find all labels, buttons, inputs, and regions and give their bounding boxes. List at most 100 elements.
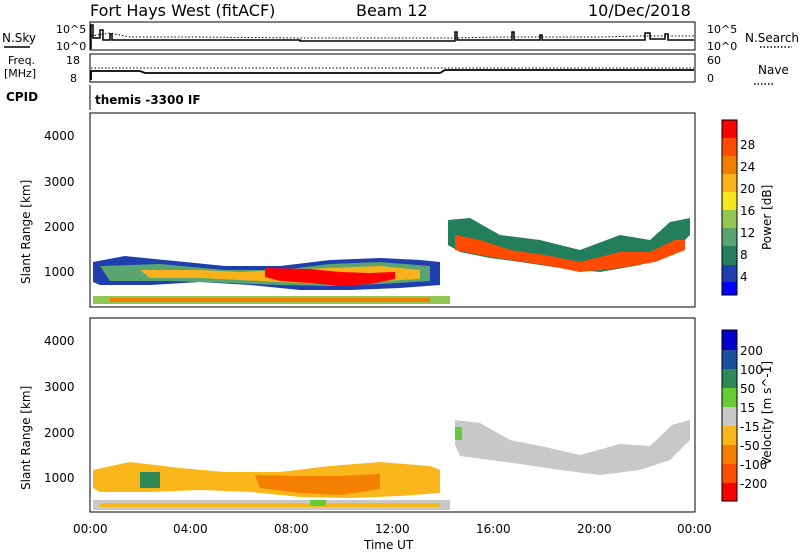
power-cbar-frame [721,119,738,296]
velocity-band-1-core [255,474,380,495]
nave-tick-top: 60 [707,54,721,67]
nave-label: Nave [758,63,789,77]
power-cbar-tick-12: 12 [740,226,755,240]
nsearch-tick-top: 10^5 [707,23,737,36]
freq-strip-frame [89,53,696,83]
freq-tick-bottom: 8 [70,72,77,85]
velocity-cbar-seg-7 [722,350,737,369]
power-cbar-seg-8 [722,138,737,156]
cpid-value: themis -3300 IF [95,93,201,107]
power-cbar-seg-5 [722,192,737,210]
nave-tick-bottom: 0 [707,72,714,85]
velocity-green-speckle-1 [455,427,462,440]
velocity-ytick-1000: 1000 [44,471,75,485]
velocity-cbar-seg-5 [722,388,737,407]
time-axis-label: Time UT [363,538,414,552]
nsky-series [90,24,694,49]
velocity-scatter [93,420,690,510]
power-scatter [93,218,690,304]
nsearch-series [90,32,694,39]
freq-label: Freq. [8,54,35,67]
freq-unit: [MHz] [4,67,36,80]
velocity-cbar-seg-8 [722,330,737,350]
nsky-strip-frame [89,21,696,51]
time-tick-0: 00:00 [73,522,108,536]
power-ylabel: Slant Range [km] [19,180,33,284]
power-band-2-high [455,235,685,272]
velocity-cbar-tick-neg50: -50 [740,439,760,453]
power-ytick-3000: 3000 [44,175,75,189]
freq-tick-top: 18 [66,54,80,67]
velocity-green-speckle-2 [310,500,326,506]
velocity-frame [89,317,696,513]
time-tick-4: 16:00 [476,522,511,536]
time-tick-3: 12:00 [375,522,410,536]
time-axis: 00:00 04:00 08:00 12:00 16:00 20:00 00:0… [73,522,712,552]
power-cbar-label: Power [dB] [760,185,774,250]
power-frame [89,112,696,308]
power-colorbar: 28 24 20 16 12 8 4 Power [dB] [721,119,774,296]
velocity-cbar-seg-2 [722,445,737,464]
power-cbar-seg-7 [722,156,737,174]
time-tick-1: 04:00 [173,522,208,536]
power-cbar-tick-24: 24 [740,160,755,174]
power-panel: Slant Range [km] 4000 3000 2000 1000 28 … [19,112,774,308]
velocity-cbar-seg-1 [722,464,737,483]
velocity-ytick-2000: 2000 [44,426,75,440]
power-cbar-seg-2 [722,246,737,265]
beam-label: Beam 12 [356,1,428,20]
power-band-1-peak [265,268,395,286]
power-cbar-tick-28: 28 [740,138,755,152]
velocity-cbar-tick-100: 100 [740,363,763,377]
velocity-cbar-seg-0 [722,483,737,501]
nsky-strip: N.Sky 10^5 10^0 10^5 10^0 N.Search [2,21,799,53]
power-cbar-seg-4 [722,210,737,228]
power-cbar-tick-20: 20 [740,182,755,196]
velocity-band-2 [455,420,690,475]
velocity-cbar-tick-neg200: -200 [740,477,767,491]
velocity-cbar-tick-50: 50 [740,382,755,396]
nsearch-tick-bottom: 10^0 [707,40,737,53]
nsearch-label: N.Search [745,31,799,45]
power-cbar-seg-1 [722,265,737,282]
time-tick-6: 00:00 [677,522,712,536]
nsky-tick-bottom: 10^0 [56,40,86,53]
power-near-range-core [110,298,430,302]
velocity-colorbar: 200 100 50 15 -15 -50 -100 -200 Velocity… [721,329,774,502]
nsky-label: N.Sky [2,31,36,45]
power-cbar-seg-6 [722,174,737,192]
velocity-cbar-tick-neg15: -15 [740,420,760,434]
cpid-label: CPID [6,90,38,104]
power-cbar-seg-9 [722,120,737,138]
velocity-cbar-frame [721,329,738,502]
velocity-ytick-3000: 3000 [44,380,75,394]
power-cbar-seg-0 [722,282,737,295]
power-ytick-2000: 2000 [44,220,75,234]
velocity-ylabel: Slant Range [km] [19,386,33,490]
power-cbar-tick-16: 16 [740,204,755,218]
velocity-cbar-tick-200: 200 [740,344,763,358]
freq-series [90,69,694,80]
velocity-cbar-seg-6 [722,369,737,388]
velocity-panel: Slant Range [km] 4000 3000 2000 1000 200… [19,317,774,513]
velocity-cbar-tick-15: 15 [740,401,755,415]
velocity-cbar-tick-neg100: -100 [740,458,767,472]
velocity-band-1-green [140,472,160,488]
radar-title: Fort Hays West (fitACF) [90,1,275,20]
power-cbar-tick-8: 8 [740,248,748,262]
velocity-cbar-seg-4 [722,407,737,426]
velocity-near-range-core [100,503,440,507]
date-label: 10/Dec/2018 [588,1,691,20]
velocity-cbar-label: Velocity [m s^-1] [760,361,774,465]
velocity-cbar-seg-3 [722,426,737,445]
freq-strip: Freq. [MHz] 18 8 60 0 Nave [4,53,789,85]
cpid-strip: CPID themis -3300 IF [6,85,201,110]
power-ytick-1000: 1000 [44,265,75,279]
nsky-tick-top: 10^5 [56,23,86,36]
time-tick-2: 08:00 [274,522,309,536]
power-ytick-4000: 4000 [44,129,75,143]
power-cbar-seg-3 [722,228,737,246]
power-cbar-tick-4: 4 [740,270,748,284]
velocity-ytick-4000: 4000 [44,334,75,348]
